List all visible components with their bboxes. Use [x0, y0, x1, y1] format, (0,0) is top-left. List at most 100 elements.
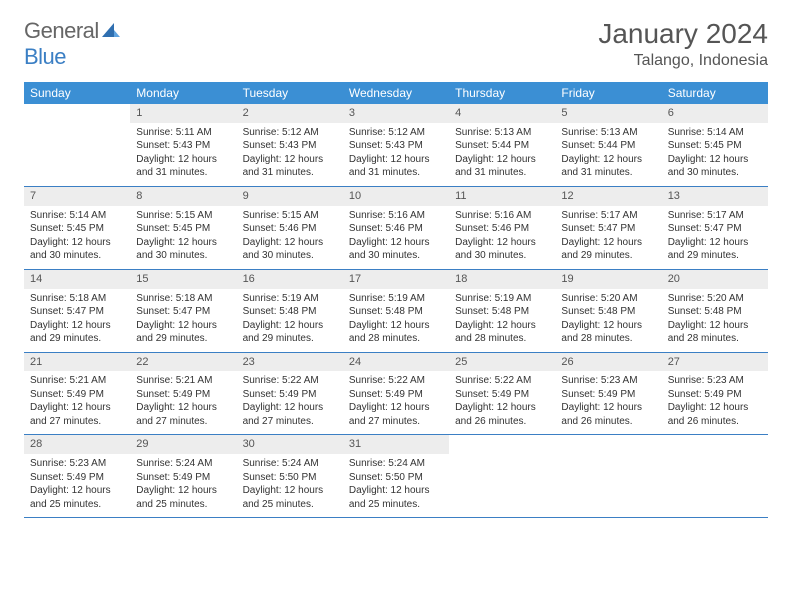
day-body: Sunrise: 5:21 AMSunset: 5:49 PMDaylight:… — [24, 371, 130, 434]
sunset-text: Sunset: 5:49 PM — [455, 388, 549, 402]
sunrise-text: Sunrise: 5:23 AM — [30, 457, 124, 471]
calendar-empty — [555, 435, 661, 518]
day-number: 25 — [449, 353, 555, 372]
sunset-text: Sunset: 5:46 PM — [349, 222, 443, 236]
day-number: 5 — [555, 104, 661, 123]
sunset-text: Sunset: 5:47 PM — [30, 305, 124, 319]
day-number: 2 — [237, 104, 343, 123]
day-body: Sunrise: 5:19 AMSunset: 5:48 PMDaylight:… — [237, 289, 343, 352]
day-number: 24 — [343, 353, 449, 372]
sunrise-text: Sunrise: 5:13 AM — [561, 126, 655, 140]
sunset-text: Sunset: 5:46 PM — [243, 222, 337, 236]
daylight-text: Daylight: 12 hours and 25 minutes. — [243, 484, 337, 511]
calendar-row: 1Sunrise: 5:11 AMSunset: 5:43 PMDaylight… — [24, 104, 768, 186]
day-body: Sunrise: 5:12 AMSunset: 5:43 PMDaylight:… — [237, 123, 343, 186]
day-number: 14 — [24, 270, 130, 289]
calendar-day: 29Sunrise: 5:24 AMSunset: 5:49 PMDayligh… — [130, 435, 236, 518]
month-title: January 2024 — [598, 18, 768, 50]
sunset-text: Sunset: 5:47 PM — [136, 305, 230, 319]
calendar-day: 11Sunrise: 5:16 AMSunset: 5:46 PMDayligh… — [449, 186, 555, 269]
sunset-text: Sunset: 5:43 PM — [349, 139, 443, 153]
calendar-empty — [662, 435, 768, 518]
logo-text-1: General — [24, 18, 99, 43]
daylight-text: Daylight: 12 hours and 27 minutes. — [136, 401, 230, 428]
daylight-text: Daylight: 12 hours and 29 minutes. — [30, 319, 124, 346]
daylight-text: Daylight: 12 hours and 26 minutes. — [668, 401, 762, 428]
calendar-day: 8Sunrise: 5:15 AMSunset: 5:45 PMDaylight… — [130, 186, 236, 269]
day-number: 27 — [662, 353, 768, 372]
day-body: Sunrise: 5:18 AMSunset: 5:47 PMDaylight:… — [130, 289, 236, 352]
logo: General Blue — [24, 18, 121, 70]
calendar-day: 5Sunrise: 5:13 AMSunset: 5:44 PMDaylight… — [555, 104, 661, 186]
sunrise-text: Sunrise: 5:18 AM — [30, 292, 124, 306]
calendar-row: 21Sunrise: 5:21 AMSunset: 5:49 PMDayligh… — [24, 352, 768, 435]
daylight-text: Daylight: 12 hours and 28 minutes. — [455, 319, 549, 346]
day-number: 29 — [130, 435, 236, 454]
daylight-text: Daylight: 12 hours and 29 minutes. — [668, 236, 762, 263]
day-number: 16 — [237, 270, 343, 289]
day-body: Sunrise: 5:23 AMSunset: 5:49 PMDaylight:… — [555, 371, 661, 434]
weekday-header-row: Sunday Monday Tuesday Wednesday Thursday… — [24, 82, 768, 104]
calendar-day: 18Sunrise: 5:19 AMSunset: 5:48 PMDayligh… — [449, 269, 555, 352]
daylight-text: Daylight: 12 hours and 25 minutes. — [349, 484, 443, 511]
day-number: 28 — [24, 435, 130, 454]
sunset-text: Sunset: 5:45 PM — [668, 139, 762, 153]
weekday-header: Friday — [555, 82, 661, 104]
calendar-empty — [449, 435, 555, 518]
sunrise-text: Sunrise: 5:19 AM — [243, 292, 337, 306]
calendar-day: 17Sunrise: 5:19 AMSunset: 5:48 PMDayligh… — [343, 269, 449, 352]
daylight-text: Daylight: 12 hours and 26 minutes. — [561, 401, 655, 428]
day-body: Sunrise: 5:22 AMSunset: 5:49 PMDaylight:… — [237, 371, 343, 434]
logo-text-2: Blue — [24, 44, 66, 69]
weekday-header: Thursday — [449, 82, 555, 104]
day-number: 6 — [662, 104, 768, 123]
calendar-day: 13Sunrise: 5:17 AMSunset: 5:47 PMDayligh… — [662, 186, 768, 269]
sunrise-text: Sunrise: 5:15 AM — [136, 209, 230, 223]
sunset-text: Sunset: 5:43 PM — [136, 139, 230, 153]
sunrise-text: Sunrise: 5:21 AM — [136, 374, 230, 388]
calendar-day: 16Sunrise: 5:19 AMSunset: 5:48 PMDayligh… — [237, 269, 343, 352]
sunrise-text: Sunrise: 5:18 AM — [136, 292, 230, 306]
day-body: Sunrise: 5:13 AMSunset: 5:44 PMDaylight:… — [449, 123, 555, 186]
daylight-text: Daylight: 12 hours and 28 minutes. — [668, 319, 762, 346]
day-number: 12 — [555, 187, 661, 206]
day-body: Sunrise: 5:19 AMSunset: 5:48 PMDaylight:… — [343, 289, 449, 352]
day-body: Sunrise: 5:20 AMSunset: 5:48 PMDaylight:… — [555, 289, 661, 352]
daylight-text: Daylight: 12 hours and 28 minutes. — [349, 319, 443, 346]
sunset-text: Sunset: 5:44 PM — [561, 139, 655, 153]
calendar-day: 9Sunrise: 5:15 AMSunset: 5:46 PMDaylight… — [237, 186, 343, 269]
day-number: 13 — [662, 187, 768, 206]
calendar-day: 7Sunrise: 5:14 AMSunset: 5:45 PMDaylight… — [24, 186, 130, 269]
daylight-text: Daylight: 12 hours and 27 minutes. — [349, 401, 443, 428]
calendar-day: 3Sunrise: 5:12 AMSunset: 5:43 PMDaylight… — [343, 104, 449, 186]
day-number: 4 — [449, 104, 555, 123]
sunrise-text: Sunrise: 5:13 AM — [455, 126, 549, 140]
sunset-text: Sunset: 5:49 PM — [136, 471, 230, 485]
sunrise-text: Sunrise: 5:24 AM — [349, 457, 443, 471]
sunrise-text: Sunrise: 5:16 AM — [349, 209, 443, 223]
daylight-text: Daylight: 12 hours and 31 minutes. — [349, 153, 443, 180]
calendar-day: 28Sunrise: 5:23 AMSunset: 5:49 PMDayligh… — [24, 435, 130, 518]
daylight-text: Daylight: 12 hours and 31 minutes. — [243, 153, 337, 180]
day-body: Sunrise: 5:22 AMSunset: 5:49 PMDaylight:… — [343, 371, 449, 434]
daylight-text: Daylight: 12 hours and 27 minutes. — [243, 401, 337, 428]
day-body: Sunrise: 5:24 AMSunset: 5:50 PMDaylight:… — [343, 454, 449, 517]
sunset-text: Sunset: 5:45 PM — [30, 222, 124, 236]
sunset-text: Sunset: 5:49 PM — [30, 388, 124, 402]
daylight-text: Daylight: 12 hours and 31 minutes. — [561, 153, 655, 180]
sunset-text: Sunset: 5:48 PM — [455, 305, 549, 319]
sunrise-text: Sunrise: 5:12 AM — [349, 126, 443, 140]
sunset-text: Sunset: 5:49 PM — [349, 388, 443, 402]
day-body: Sunrise: 5:16 AMSunset: 5:46 PMDaylight:… — [449, 206, 555, 269]
day-number: 17 — [343, 270, 449, 289]
day-body: Sunrise: 5:24 AMSunset: 5:49 PMDaylight:… — [130, 454, 236, 517]
weekday-header: Saturday — [662, 82, 768, 104]
day-body: Sunrise: 5:15 AMSunset: 5:45 PMDaylight:… — [130, 206, 236, 269]
sunset-text: Sunset: 5:49 PM — [30, 471, 124, 485]
sunset-text: Sunset: 5:48 PM — [561, 305, 655, 319]
day-body: Sunrise: 5:13 AMSunset: 5:44 PMDaylight:… — [555, 123, 661, 186]
day-number: 18 — [449, 270, 555, 289]
sunset-text: Sunset: 5:49 PM — [243, 388, 337, 402]
sunrise-text: Sunrise: 5:20 AM — [668, 292, 762, 306]
sunset-text: Sunset: 5:45 PM — [136, 222, 230, 236]
